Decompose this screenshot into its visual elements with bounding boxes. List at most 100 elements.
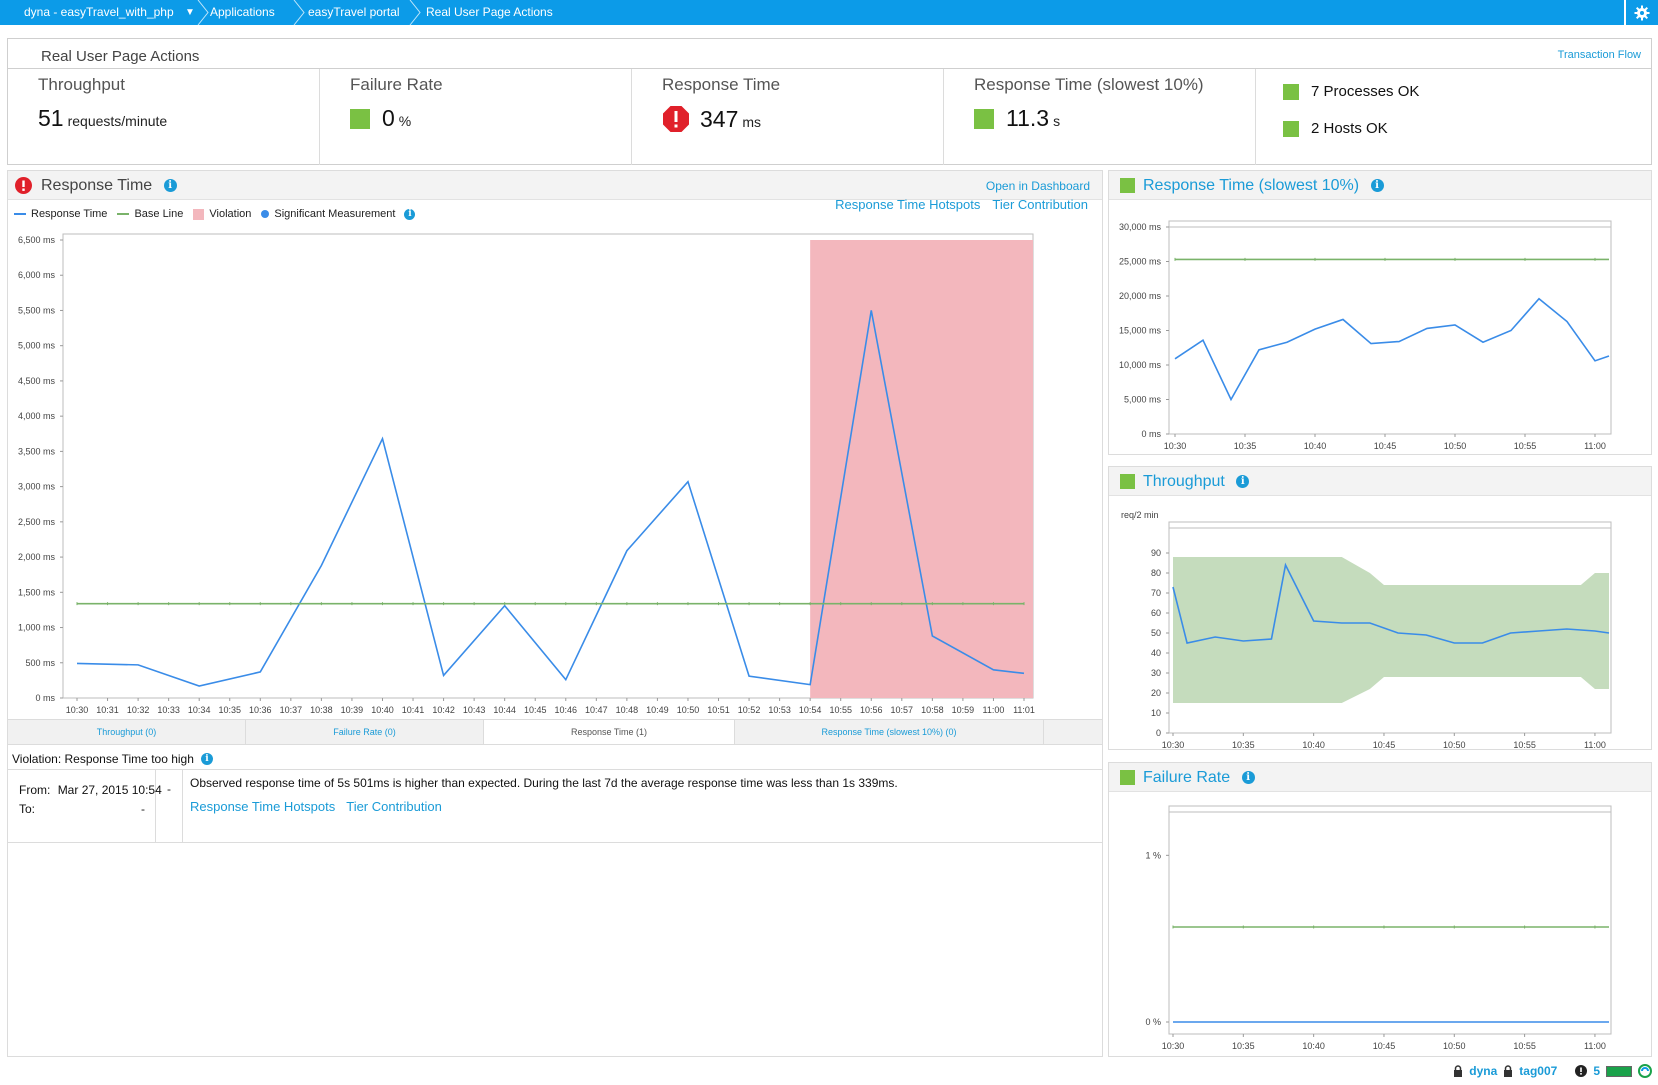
throughput-panel-title[interactable]: Throughput i (1143, 473, 1250, 491)
info-icon[interactable]: i (404, 208, 416, 220)
failure-rate-panel-title[interactable]: Failure Rate i (1143, 769, 1255, 787)
kpi-response-time[interactable]: Response Time 347 ms (632, 69, 944, 165)
legend-violation[interactable]: Violation (193, 208, 251, 220)
ok-status-icon (1120, 178, 1135, 193)
breadcrumb-page-actions[interactable]: Real User Page Actions (426, 0, 553, 25)
status-tag[interactable]: tag007 (1519, 1064, 1558, 1078)
violation-time-range: From: Mar 27, 2015 10:54 To: - (8, 770, 162, 842)
tab-throughput[interactable]: Throughput (0) (8, 720, 246, 744)
throughput-chart[interactable]: 0 10 20 30 40 50 60 70 80 90 10:30 10:35 10:40 10:45 1… (1109, 496, 1651, 750)
y-tick-label: 0 ms (1141, 429, 1161, 439)
slowest-10-chart[interactable]: 0 ms 5,000 ms 10,000 ms 15,000 ms 20,000 ms 2… (1109, 200, 1651, 455)
from-value: Mar 27, 2015 10:54 (57, 783, 162, 797)
x-tick-label: 10:58 (921, 705, 944, 715)
kpi-throughput[interactable]: Throughput 51 requests/minute (8, 69, 320, 165)
y-tick-label: 30 (1151, 668, 1161, 678)
slowest-10-panel-title[interactable]: Response Time (slowest 10%) i (1143, 177, 1384, 195)
x-tick-label: 10:42 (432, 705, 455, 715)
x-tick-label: 10:40 (371, 705, 394, 715)
y-tick-label: 10 (1151, 708, 1161, 718)
info-icon[interactable]: i (1236, 475, 1250, 489)
processes-status-label: 7 Processes OK (1311, 83, 1420, 100)
status-user[interactable]: dyna (1469, 1064, 1498, 1078)
x-tick-label: 10:32 (127, 705, 150, 715)
x-tick-label: 10:57 (891, 705, 914, 715)
response-time-title-text: Response Time (41, 177, 153, 194)
y-tick-label: 20,000 ms (1119, 291, 1162, 301)
x-tick-label: 10:50 (677, 705, 700, 715)
hosts-status[interactable]: 2 Hosts OK (1283, 120, 1388, 137)
x-tick-label: 10:50 (1443, 1041, 1466, 1051)
x-tick-label: 10:44 (493, 705, 516, 715)
series-line (1174, 297, 1610, 402)
lock-icon (1504, 1065, 1513, 1077)
open-in-dashboard-link[interactable]: Open in Dashboard (985, 179, 1090, 193)
breadcrumb-applications[interactable]: Applications (210, 0, 275, 25)
violation-tier-link[interactable]: Tier Contribution (346, 799, 442, 814)
tab-response-time[interactable]: Response Time (1) (484, 720, 735, 744)
x-tick-label: 10:55 (1514, 441, 1537, 451)
response-time-chart[interactable]: 0 ms 500 ms 1,000 ms 1,500 ms 2,000 ms 2,500 … (8, 226, 1102, 719)
kpi-slowest-10-label: Response Time (slowest 10%) (974, 75, 1204, 94)
plot-group: 0 ms 5,000 ms 10,000 ms 15,000 ms 20,000 ms 2… (1119, 220, 1612, 451)
kpi-failure-rate[interactable]: Failure Rate 0 % (320, 69, 632, 165)
violation-region (810, 240, 1033, 698)
hosts-status-label: 2 Hosts OK (1311, 120, 1388, 137)
violation-hotspots-link[interactable]: Response Time Hotspots (190, 799, 336, 814)
violation-tabs: Throughput (0) Failure Rate (0) Response… (8, 719, 1102, 745)
x-tick-label: 10:39 (341, 705, 364, 715)
tab-slowest-10[interactable]: Response Time (slowest 10%) (0) (735, 720, 1044, 744)
transaction-flow-link[interactable]: Transaction Flow (1557, 49, 1641, 61)
legend-response-time[interactable]: Response Time (14, 208, 107, 220)
breadcrumb-system[interactable]: dyna - easyTravel_with_php (24, 0, 174, 25)
plot-group: 0 10 20 30 40 50 60 70 80 90 10:30 10:35 10:40 10:45 1… (1121, 510, 1612, 750)
system-dropdown-icon[interactable]: ▼ (185, 7, 195, 18)
legend-significant[interactable]: Significant Measurement i (261, 208, 416, 220)
x-tick-label: 10:35 (1232, 1041, 1255, 1051)
x-tick-label: 10:45 (1374, 441, 1397, 451)
settings-button[interactable] (1624, 0, 1658, 25)
legend-violation-swatch (193, 208, 205, 220)
response-time-hotspots-link[interactable]: Response Time Hotspots (835, 197, 981, 212)
y-axis-label: req/2 min (1121, 510, 1159, 520)
legend-significant-label: Significant Measurement (274, 208, 396, 220)
failure-rate-chart[interactable]: 0 % 1 % 10:30 10:35 10:40 10:45 10:50 10:55 11:0… (1109, 792, 1651, 1057)
chart-links: Response Time Hotspots Tier Contribution (835, 197, 1088, 212)
info-icon[interactable]: i (1370, 179, 1384, 193)
x-tick-label: 10:45 (1373, 1041, 1396, 1051)
status-alert-count[interactable]: 5 (1593, 1064, 1600, 1078)
y-tick-label: 40 (1151, 648, 1161, 658)
tab-failure-rate[interactable]: Failure Rate (0) (246, 720, 484, 744)
x-tick-label: 10:47 (585, 705, 608, 715)
x-tick-label: 10:46 (555, 705, 578, 715)
x-tick-label: 10:59 (952, 705, 975, 715)
info-icon[interactable]: i (1241, 771, 1255, 785)
response-time-panel: Response Time i Open in Dashboard Respon… (7, 170, 1103, 1057)
y-tick-label: 5,000 ms (18, 341, 56, 351)
y-tick-label: 15,000 ms (1119, 326, 1162, 336)
legend-base-line[interactable]: Base Line (117, 208, 183, 220)
kpi-slowest-10[interactable]: Response Time (slowest 10%) 11.3 s (944, 69, 1256, 165)
x-tick-label: 10:38 (310, 705, 333, 715)
breadcrumb-separator-icon (408, 0, 422, 25)
dynatrace-logo-icon[interactable] (1638, 1064, 1652, 1078)
info-icon[interactable]: i (163, 179, 177, 193)
error-octagon-icon (663, 106, 689, 132)
y-tick-label: 60 (1151, 608, 1161, 618)
violation-links: Response Time Hotspots Tier Contribution (190, 799, 442, 814)
kpi-slowest-10-value-wrap: 11.3 s (1006, 105, 1060, 132)
info-icon[interactable]: i (200, 753, 213, 765)
tier-contribution-link[interactable]: Tier Contribution (992, 197, 1088, 212)
y-tick-label: 1,500 ms (18, 587, 56, 597)
x-tick-label: 10:40 (1304, 441, 1327, 451)
y-tick-label: 90 (1151, 548, 1161, 558)
y-tick-label: 0 (1156, 728, 1161, 738)
violation-dash: - (156, 770, 183, 842)
y-tick-label: 20 (1151, 688, 1161, 698)
alert-icon[interactable] (1575, 1065, 1588, 1077)
x-tick-label: 10:37 (280, 705, 303, 715)
x-tick-label: 10:34 (188, 705, 211, 715)
x-tick-label: 11:00 (1584, 441, 1606, 451)
processes-status[interactable]: 7 Processes OK (1283, 83, 1419, 100)
breadcrumb-easytravel-portal[interactable]: easyTravel portal (308, 0, 400, 25)
